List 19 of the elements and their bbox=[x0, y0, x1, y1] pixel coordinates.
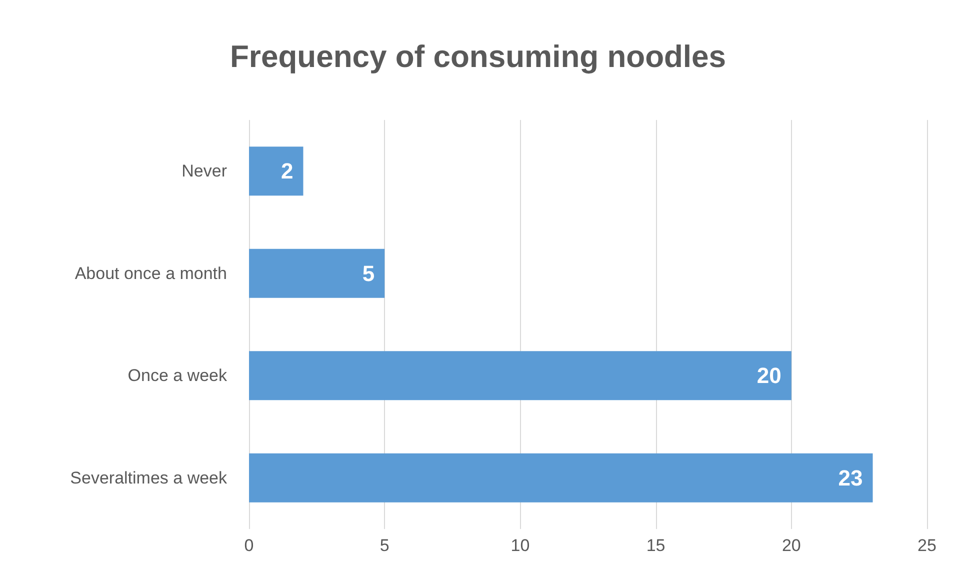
x-tick-label: 10 bbox=[510, 536, 530, 555]
bar bbox=[249, 453, 873, 502]
data-label: 23 bbox=[838, 465, 863, 490]
x-tick-label: 5 bbox=[380, 536, 390, 555]
bar bbox=[249, 351, 792, 400]
x-tick-label: 20 bbox=[782, 536, 801, 555]
y-tick-label: Once a week bbox=[128, 366, 228, 386]
y-tick-label: About once a month bbox=[74, 264, 227, 283]
data-label: 20 bbox=[756, 363, 782, 388]
chart-title: Frequency of consuming noodles bbox=[230, 39, 726, 74]
y-tick-label: Never bbox=[182, 162, 228, 181]
data-label: 2 bbox=[280, 158, 294, 184]
bar bbox=[249, 146, 304, 196]
x-tick-label: 0 bbox=[244, 536, 254, 555]
x-tick-label: 25 bbox=[918, 536, 936, 555]
y-tick-label: Severaltimes a week bbox=[70, 468, 228, 488]
data-label: 5 bbox=[362, 260, 375, 286]
bar bbox=[249, 248, 385, 298]
x-tick-label: 15 bbox=[646, 536, 666, 555]
